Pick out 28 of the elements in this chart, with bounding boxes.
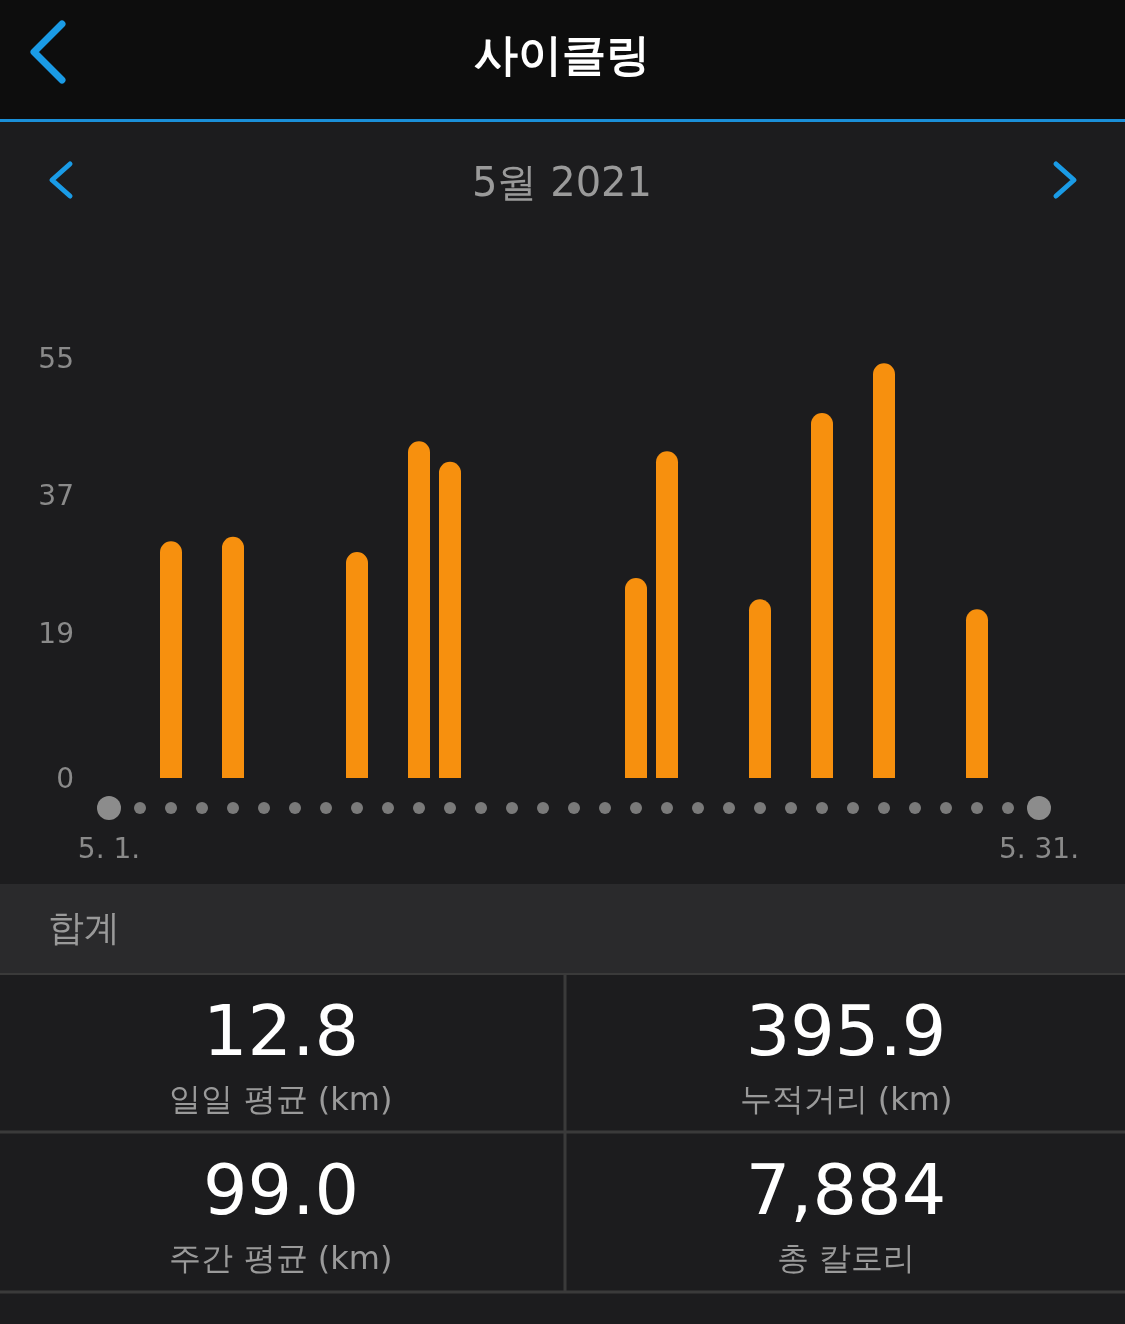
text: 합계 — [48, 907, 120, 948]
text: 395.9 — [745, 990, 947, 1072]
text: 총 칼로리 — [776, 1239, 916, 1277]
y-tick-label: 37 — [38, 479, 74, 513]
text: 주간 평균 (km) — [169, 1239, 393, 1277]
x-tick-label: 5. 31. — [998, 832, 1080, 865]
text: 12.8 — [203, 990, 359, 1072]
bar — [656, 451, 678, 778]
bar — [346, 551, 368, 778]
bar — [966, 609, 988, 778]
x-tick-label: 5. 1. — [77, 832, 141, 865]
bar — [160, 541, 182, 778]
bar — [749, 599, 771, 778]
text: 누적거리 (km) — [739, 1080, 953, 1118]
bar — [873, 363, 895, 778]
y-tick-label: 55 — [38, 342, 74, 375]
chart-subtitle: 5월 2021 — [472, 159, 652, 205]
bar — [408, 441, 430, 778]
text: 99.0 — [203, 1149, 359, 1231]
bar — [222, 536, 244, 778]
text: 일일 평균 (km) — [169, 1080, 393, 1118]
y-tick-label: 19 — [38, 616, 74, 650]
bar — [439, 461, 461, 778]
text: 7,884 — [745, 1149, 947, 1231]
chart-title: 사이클링 — [474, 29, 650, 80]
bar — [811, 413, 833, 778]
bar — [625, 577, 647, 778]
y-tick-label: 0 — [56, 762, 74, 795]
